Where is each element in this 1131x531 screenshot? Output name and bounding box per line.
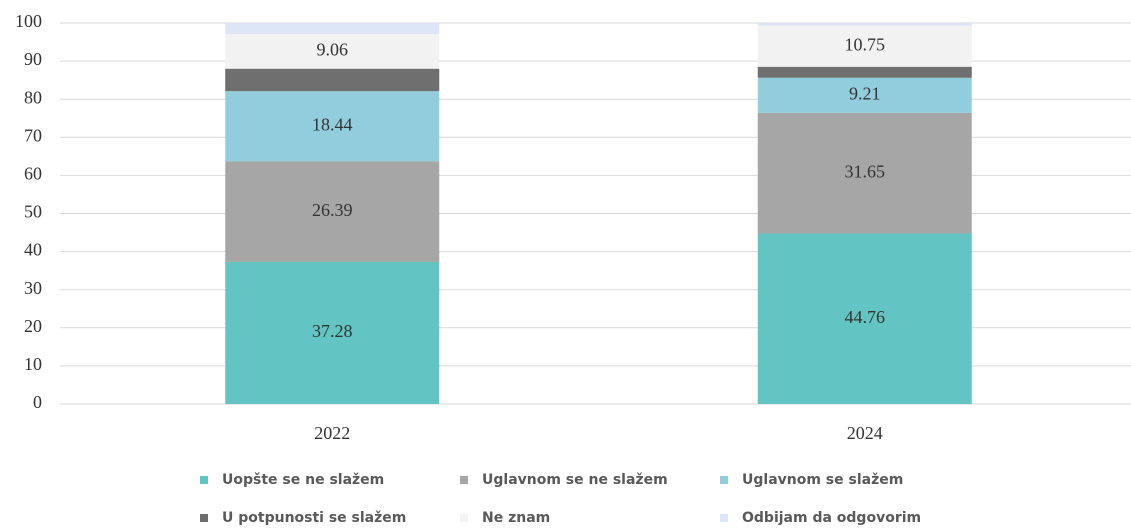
- y-tick-label: 20: [24, 316, 42, 336]
- legend-swatch: [720, 476, 728, 484]
- legend-label: Odbijam da odgovorim: [742, 510, 921, 526]
- legend-swatch: [200, 514, 208, 522]
- y-tick-label: 70: [24, 125, 42, 145]
- data-label: 9.21: [849, 83, 881, 103]
- y-tick-label: 0: [33, 392, 42, 412]
- bar-segment: [757, 66, 972, 78]
- y-tick-label: 60: [24, 164, 42, 184]
- x-tick-label: 2024: [847, 423, 883, 443]
- bar-segment: [757, 233, 972, 404]
- legend-swatch: [200, 476, 208, 484]
- data-label: 18.44: [312, 114, 353, 134]
- legend-label: Uglavnom se slažem: [742, 472, 903, 488]
- bar-segment: [225, 261, 440, 404]
- data-label: 37.28: [312, 321, 353, 341]
- legend-label: Uglavnom se ne slažem: [482, 472, 668, 488]
- y-tick-label: 50: [24, 202, 42, 222]
- data-label: 9.06: [317, 40, 349, 60]
- y-tick-label: 90: [24, 49, 42, 69]
- legend-swatch: [720, 514, 728, 522]
- data-label: 31.65: [845, 161, 886, 181]
- legend-label: Ne znam: [482, 510, 550, 526]
- data-label: 10.75: [845, 34, 886, 54]
- bar-segment: [757, 23, 972, 26]
- y-tick-label: 10: [24, 354, 42, 374]
- bar-segment: [225, 161, 440, 262]
- legend-swatch: [460, 514, 468, 522]
- x-tick-label: 2022: [314, 423, 350, 443]
- bar-segment: [757, 25, 972, 67]
- bar-segment: [225, 23, 440, 35]
- bar-segment: [757, 112, 972, 234]
- legend-label: Uopšte se ne slažem: [222, 472, 384, 488]
- bar-segment: [757, 77, 972, 113]
- legend-label: U potpunosti se slažem: [222, 510, 406, 526]
- y-tick-label: 80: [24, 87, 42, 107]
- y-tick-label: 30: [24, 278, 42, 298]
- data-label: 44.76: [845, 307, 886, 327]
- data-label: 26.39: [312, 200, 353, 220]
- bar-segment: [225, 34, 440, 69]
- y-tick-label: 40: [24, 240, 42, 260]
- bar-segment: [225, 91, 440, 162]
- bar-segment: [225, 68, 440, 92]
- legend-swatch: [460, 476, 468, 484]
- y-tick-label: 100: [15, 11, 42, 31]
